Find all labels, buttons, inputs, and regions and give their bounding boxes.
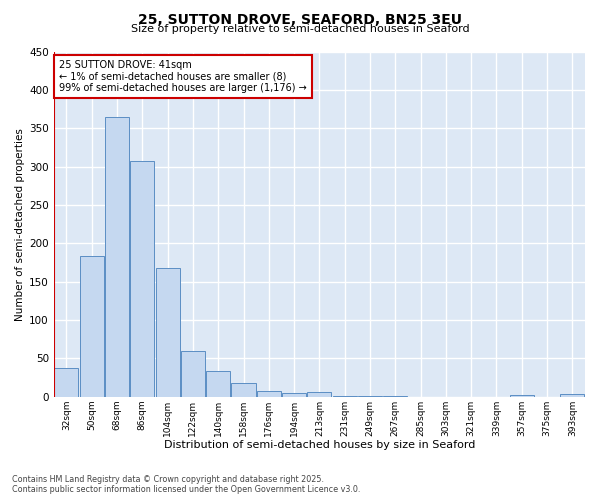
Y-axis label: Number of semi-detached properties: Number of semi-detached properties	[15, 128, 25, 320]
Bar	[155, 268, 179, 396]
Bar	[307, 392, 331, 396]
X-axis label: Distribution of semi-detached houses by size in Seaford: Distribution of semi-detached houses by …	[164, 440, 475, 450]
Bar	[80, 256, 104, 396]
Bar	[560, 394, 584, 396]
Bar	[282, 393, 306, 396]
Bar	[206, 372, 230, 396]
Text: 25 SUTTON DROVE: 41sqm
← 1% of semi-detached houses are smaller (8)
99% of semi-: 25 SUTTON DROVE: 41sqm ← 1% of semi-deta…	[59, 60, 307, 94]
Bar	[232, 383, 256, 396]
Bar	[55, 368, 79, 396]
Bar	[105, 116, 129, 396]
Bar	[130, 161, 154, 396]
Bar	[510, 395, 534, 396]
Text: 25, SUTTON DROVE, SEAFORD, BN25 3EU: 25, SUTTON DROVE, SEAFORD, BN25 3EU	[138, 12, 462, 26]
Bar	[257, 392, 281, 396]
Text: Contains HM Land Registry data © Crown copyright and database right 2025.
Contai: Contains HM Land Registry data © Crown c…	[12, 474, 361, 494]
Text: Size of property relative to semi-detached houses in Seaford: Size of property relative to semi-detach…	[131, 24, 469, 34]
Bar	[181, 352, 205, 397]
